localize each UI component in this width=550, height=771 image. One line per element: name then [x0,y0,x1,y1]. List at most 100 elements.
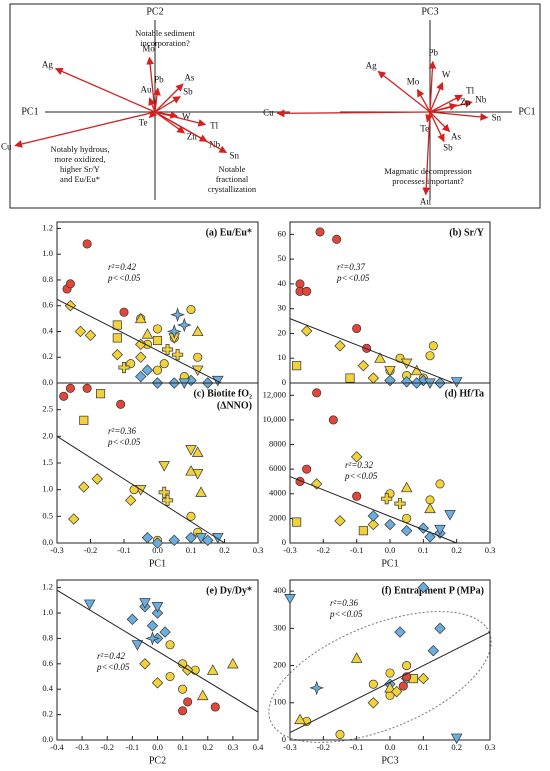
data-point [292,517,302,527]
annotation: Notable sediment [135,28,195,38]
x-tick-label: 0.2 [451,545,462,555]
data-point [402,513,412,523]
data-point [434,524,446,536]
y-tick-label: 0.0 [42,537,53,547]
y-tick-label: 0.6 [42,300,53,310]
vector-label: Te [420,124,429,134]
loading-vector [428,60,437,113]
data-point [410,364,423,376]
data-point [384,374,396,387]
vector-label: Sn [229,151,239,161]
data-point [125,494,137,507]
axis-label: PC3 [421,6,438,17]
data-point [183,697,193,707]
data-point [302,286,312,296]
data-point [181,664,194,676]
vector-label: Mo [407,77,420,87]
data-point [116,399,126,409]
data-point [84,329,97,342]
data-point [59,391,69,401]
loading-vector [276,109,431,118]
data-point [312,388,322,398]
fit-statistic: r²=0.37 [337,262,366,272]
x-tick-label: -0.4 [50,742,64,752]
data-point [352,323,362,334]
data-point [384,681,396,693]
y-tick-label: 0.0 [42,377,53,387]
y-tick-label: 6000 [269,463,286,473]
loading-vector [416,88,431,113]
data-point [345,373,355,383]
data-point [358,526,368,536]
data-point [79,415,89,425]
annotation: Notably hydrous, [50,144,109,154]
data-point [177,317,192,333]
axis-label: PC1 [21,106,38,117]
x-tick-label: 0.1 [186,545,197,555]
loading-vector [429,111,445,143]
data-point [210,702,220,712]
loading-vector [429,94,463,113]
data-point [300,325,313,337]
y-tick-label: 0.8 [42,274,53,284]
y-tick-label: 10 [278,352,287,362]
vector-label: Zn [460,97,470,107]
annotation: fractional [216,174,249,184]
vector-label: Cu [1,142,12,152]
y-tick-label: 2.5 [42,404,53,414]
data-point [450,733,463,745]
vector-label: Zn [187,132,197,142]
data-point [166,324,182,339]
data-point [444,510,456,521]
data-point [450,377,463,388]
trend-line [289,631,491,734]
x-axis-label: PC2 [149,755,166,766]
vector-label: Sb [443,143,453,153]
data-point [145,631,160,646]
fit-statistic: r²=0.42 [97,651,126,661]
y-tick-label: 400 [273,585,286,595]
y-tick-label: 1.0 [42,484,53,494]
axis-label: PC2 [146,6,163,17]
data-point [417,522,430,534]
data-point [309,680,324,696]
fit-statistic: p<<0.05 [344,471,378,481]
panel-title: (e) Dy/Dy* [206,585,252,596]
data-point [159,359,169,369]
y-tick-label: 0.4 [42,683,53,693]
loading-vector [429,81,444,113]
x-tick-label: 0.2 [451,742,462,752]
trend-line [56,589,259,713]
data-point [400,524,413,537]
data-point [162,494,174,506]
data-point [196,689,209,701]
data-point [95,389,106,399]
y-tick-label: 20 [278,327,287,337]
data-point [119,307,129,317]
data-point [367,372,380,384]
data-point [367,518,380,531]
data-point [152,335,163,346]
x-tick-label: -0.3 [75,742,88,752]
y-tick-label: 30 [278,303,287,313]
fit-statistic: r²=0.32 [345,460,374,470]
data-point [332,234,342,244]
data-point [435,479,445,489]
data-point [191,446,204,457]
loading-vector [148,97,156,113]
data-point [328,415,338,425]
panel-title: (b) Sr/Y [449,227,485,238]
x-tick-label: 0.2 [202,742,213,752]
loading-vector [153,87,161,113]
data-point [417,672,430,685]
data-point [367,510,380,522]
data-point [402,661,412,671]
x-tick-label: -0.3 [50,545,63,555]
vector-label: Nb [475,94,486,104]
data-point [398,681,408,691]
data-point [367,697,380,709]
x-tick-label: 0.0 [385,545,396,555]
data-point [158,461,170,472]
data-point [91,473,103,485]
y-tick-label: 40 [278,278,287,288]
